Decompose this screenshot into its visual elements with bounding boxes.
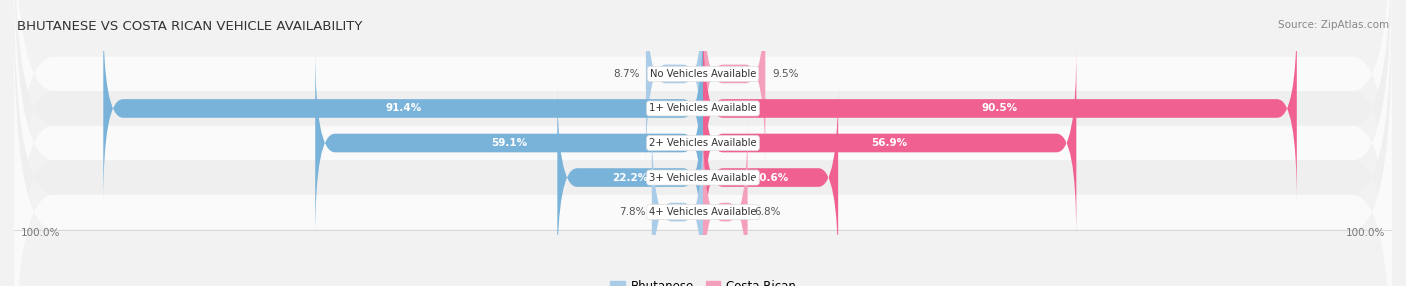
Legend: Bhutanese, Costa Rican: Bhutanese, Costa Rican	[606, 276, 800, 286]
FancyBboxPatch shape	[14, 0, 1392, 286]
FancyBboxPatch shape	[103, 14, 703, 203]
Text: No Vehicles Available: No Vehicles Available	[650, 69, 756, 79]
FancyBboxPatch shape	[315, 49, 703, 237]
Text: 90.5%: 90.5%	[981, 104, 1018, 114]
Text: 20.6%: 20.6%	[752, 172, 789, 182]
Text: 91.4%: 91.4%	[385, 104, 422, 114]
FancyBboxPatch shape	[652, 118, 703, 286]
FancyBboxPatch shape	[703, 14, 1296, 203]
Text: 4+ Vehicles Available: 4+ Vehicles Available	[650, 207, 756, 217]
Text: 7.8%: 7.8%	[619, 207, 645, 217]
FancyBboxPatch shape	[557, 83, 703, 272]
Text: 8.7%: 8.7%	[613, 69, 640, 79]
Text: 56.9%: 56.9%	[872, 138, 908, 148]
Text: 6.8%: 6.8%	[754, 207, 780, 217]
FancyBboxPatch shape	[14, 0, 1392, 286]
Text: 100.0%: 100.0%	[1346, 228, 1385, 238]
FancyBboxPatch shape	[14, 22, 1392, 286]
Text: 59.1%: 59.1%	[491, 138, 527, 148]
Text: 1+ Vehicles Available: 1+ Vehicles Available	[650, 104, 756, 114]
FancyBboxPatch shape	[14, 0, 1392, 286]
Text: 9.5%: 9.5%	[772, 69, 799, 79]
FancyBboxPatch shape	[703, 0, 765, 168]
FancyBboxPatch shape	[645, 0, 703, 168]
FancyBboxPatch shape	[703, 83, 838, 272]
Text: Source: ZipAtlas.com: Source: ZipAtlas.com	[1278, 20, 1389, 30]
Text: 22.2%: 22.2%	[612, 172, 648, 182]
Text: 2+ Vehicles Available: 2+ Vehicles Available	[650, 138, 756, 148]
Text: BHUTANESE VS COSTA RICAN VEHICLE AVAILABILITY: BHUTANESE VS COSTA RICAN VEHICLE AVAILAB…	[17, 20, 363, 33]
FancyBboxPatch shape	[703, 118, 748, 286]
FancyBboxPatch shape	[14, 0, 1392, 264]
Text: 3+ Vehicles Available: 3+ Vehicles Available	[650, 172, 756, 182]
Text: 100.0%: 100.0%	[21, 228, 60, 238]
FancyBboxPatch shape	[703, 49, 1077, 237]
